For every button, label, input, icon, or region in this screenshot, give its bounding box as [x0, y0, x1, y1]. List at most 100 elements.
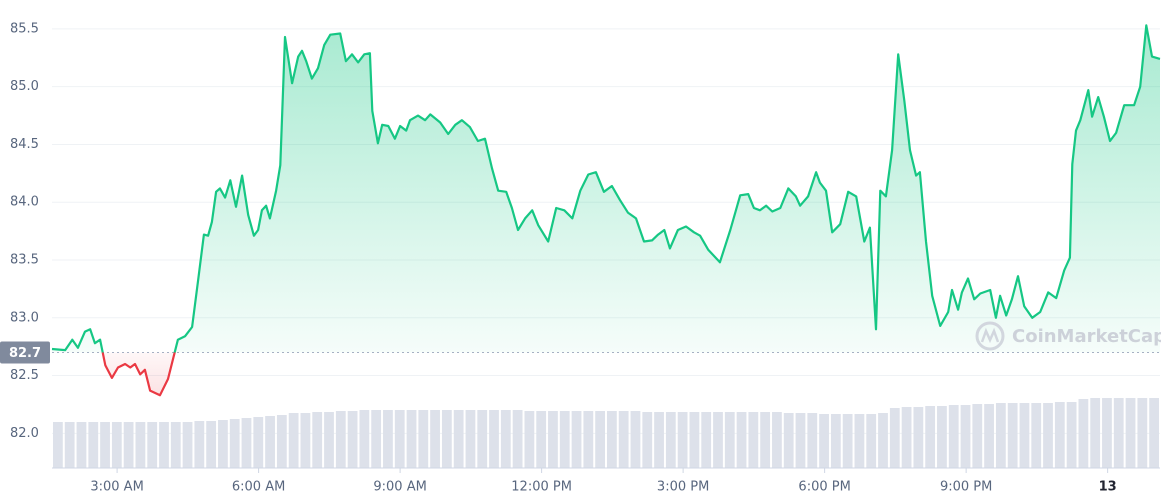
volume-bar [359, 410, 370, 468]
volume-bar [583, 411, 594, 468]
volume-bar [1078, 399, 1089, 468]
volume-bar [512, 410, 523, 468]
volume-bar [147, 422, 158, 468]
volume-bar [477, 410, 488, 468]
volume-bar [948, 405, 959, 468]
baseline-label-box [0, 341, 50, 364]
volume-bar [64, 422, 75, 468]
watermark-text: CoinMarketCap [1012, 326, 1161, 347]
volume-bar [1007, 403, 1018, 468]
volume-bar [123, 422, 134, 468]
volume-bar [1054, 402, 1065, 468]
volume-bar [548, 411, 558, 468]
volume-bar [724, 412, 735, 468]
volume-bar [324, 412, 334, 468]
y-tick-label: 83.0 [10, 310, 39, 325]
volume-bar [418, 410, 429, 468]
volume-bar [984, 404, 994, 468]
volume-bar [241, 418, 252, 468]
volume-bar [807, 413, 818, 468]
volume-bar [465, 410, 476, 468]
volume-bar [218, 420, 228, 468]
volume-bar [1102, 398, 1112, 468]
volume-bar [194, 421, 205, 468]
volume-bar [276, 415, 287, 468]
x-tick-label: 3:00 AM [90, 480, 143, 495]
volume-bar [748, 412, 759, 468]
volume-bar [182, 422, 193, 468]
volume-bar [972, 404, 983, 468]
volume-bar [430, 410, 440, 468]
volume-bar [819, 414, 829, 468]
volume-bar [1031, 403, 1042, 468]
volume-bar [595, 411, 605, 468]
volume-bar [100, 422, 110, 468]
volume-bar [937, 406, 947, 468]
x-tick-label: 6:00 AM [232, 480, 285, 495]
volume-bar [111, 422, 122, 468]
volume-bar [300, 413, 311, 468]
volume-bar [713, 412, 723, 468]
volume-bar [76, 422, 87, 468]
volume-bar [394, 410, 405, 468]
volume-bar [830, 414, 841, 468]
volume-bar [170, 422, 181, 468]
volume-bar [265, 416, 275, 468]
volume-bar [995, 403, 1006, 468]
volume-bar [1137, 398, 1148, 468]
volume-bar [347, 411, 358, 468]
x-tick-label: 3:00 PM [657, 480, 709, 495]
volume-bar [760, 412, 771, 468]
volume-bar [1066, 402, 1077, 468]
volume-bar [842, 414, 853, 468]
volume-bar [500, 410, 511, 468]
volume-bar [229, 419, 240, 468]
volume-bar [559, 411, 570, 468]
volume-bar [1113, 398, 1124, 468]
volume-bar [288, 413, 299, 468]
y-tick-label: 82.5 [10, 368, 39, 383]
volume-bar [878, 413, 888, 468]
volume-bar [253, 417, 264, 468]
volume-bar [701, 412, 712, 468]
volume-bar [960, 405, 971, 468]
volume-bar [925, 406, 936, 468]
volume-bar [335, 411, 346, 468]
volume-bar [406, 410, 417, 468]
volume-bar [783, 413, 794, 468]
volume-bar [689, 412, 700, 468]
volume-bar [736, 412, 747, 468]
volume-bar [630, 411, 641, 468]
volume-bar [536, 411, 547, 468]
volume-bar [1043, 403, 1053, 468]
watermark-logo [975, 321, 1005, 351]
volume-bar [1019, 403, 1030, 468]
y-tick-label: 85.5 [10, 21, 39, 36]
volume-bar [618, 411, 629, 468]
price-line [51, 24, 1161, 397]
volume-bar [206, 421, 217, 468]
baseline-label: 82.7 [9, 346, 41, 361]
volume-bar [665, 412, 676, 468]
volume-bar [607, 411, 617, 468]
x-tick-label: 6:00 PM [798, 480, 850, 495]
volume-bar [489, 410, 499, 468]
y-tick-label: 83.5 [10, 253, 39, 268]
volume-bar [795, 413, 806, 468]
volume-bar [866, 414, 877, 468]
volume-bar [312, 412, 323, 468]
volume-bar [654, 412, 664, 468]
volume-bar [1090, 398, 1101, 468]
volume-bar [854, 414, 865, 468]
area-fill [52, 25, 1160, 396]
volume-bar [901, 407, 912, 468]
volume-bar [571, 411, 582, 468]
volume-bar [53, 422, 63, 468]
volume-bar [88, 422, 99, 468]
volume-bar [913, 407, 924, 468]
volume-bar [642, 412, 653, 468]
volume-bar [889, 408, 900, 468]
y-tick-label: 85.0 [10, 79, 39, 94]
y-tick-label: 84.0 [10, 195, 39, 210]
